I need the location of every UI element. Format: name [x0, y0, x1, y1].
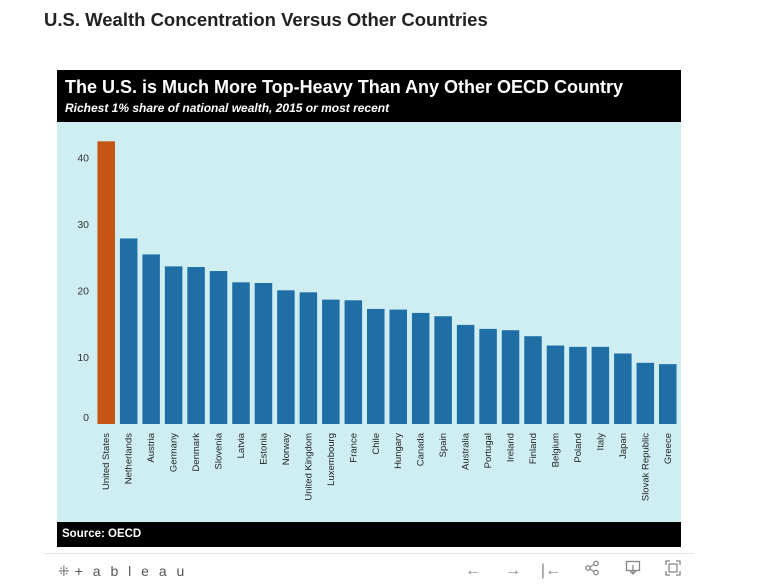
bar-austria[interactable] [142, 254, 160, 424]
bar-united-kingdom[interactable] [299, 292, 318, 424]
source-note: Source: OECD [62, 528, 142, 540]
x-tick-label: Spain [438, 433, 449, 457]
revert-icon[interactable]: |← [540, 562, 562, 579]
y-tick-label: 20 [77, 285, 89, 297]
x-tick-label: Poland [573, 433, 584, 463]
x-tick-label: Australia [461, 432, 472, 470]
x-tick-label: Greece [663, 433, 674, 464]
x-tick-label: Canada [416, 432, 427, 466]
page-heading: U.S. Wealth Concentration Versus Other C… [44, 9, 488, 30]
x-tick-label: Italy [595, 433, 606, 451]
bar-slovak-republic[interactable] [636, 362, 655, 424]
tableau-logo-icon[interactable]: ⁜ + a b l e a u [58, 563, 187, 580]
x-tick-label: Japan [618, 433, 629, 459]
x-tick-label: Portugal [483, 433, 494, 468]
bar-france[interactable] [344, 300, 363, 424]
bar-netherlands[interactable] [119, 238, 138, 424]
x-tick-label: Chile [371, 433, 382, 455]
x-tick-label: United States [101, 433, 112, 490]
bar-poland[interactable] [569, 346, 587, 424]
bar-luxembourg[interactable] [322, 299, 340, 424]
x-tick-label: Estonia [258, 432, 269, 464]
bar-estonia[interactable] [254, 283, 273, 424]
bar-australia[interactable] [456, 324, 475, 424]
x-tick-label: United Kingdom [303, 433, 314, 501]
fullscreen-icon[interactable] [662, 560, 684, 582]
bar-canada[interactable] [411, 312, 430, 424]
x-tick-label: Hungary [393, 433, 404, 469]
bar-chile[interactable] [367, 308, 385, 424]
x-tick-label: Austria [146, 432, 157, 462]
x-tick-label: Netherlands [124, 433, 135, 484]
x-tick-label: Denmark [191, 433, 202, 472]
undo-icon[interactable]: ← [465, 562, 481, 579]
tableau-viz[interactable]: The U.S. is Much More Top-Heavy Than Any… [57, 70, 681, 547]
share-icon[interactable] [581, 560, 603, 582]
redo-icon[interactable]: → [505, 562, 521, 579]
bar-greece[interactable] [659, 364, 677, 424]
chart-subtitle: Richest 1% share of national wealth, 201… [65, 101, 390, 115]
bar-italy[interactable] [591, 346, 610, 424]
tableau-logo-text: + a b l e a u [74, 563, 188, 579]
bar-belgium[interactable] [546, 345, 565, 424]
chart-title: The U.S. is Much More Top-Heavy Than Any… [65, 77, 624, 97]
bar-portugal[interactable] [479, 328, 497, 424]
bar-united-states[interactable] [97, 141, 115, 424]
y-tick-label: 40 [77, 152, 89, 164]
bar-ireland[interactable] [501, 330, 520, 424]
x-tick-label: Germany [169, 433, 180, 472]
x-tick-label: Slovak Republic [640, 433, 651, 501]
bar-chart: 0 10 20 30 40 United States Netherlands Austria… [77, 141, 677, 501]
viz-header: The U.S. is Much More Top-Heavy Than Any… [57, 70, 681, 122]
tableau-toolbar: ⁜ + a b l e a u ← → |← [44, 553, 694, 587]
x-tick-label: Luxembourg [326, 433, 337, 486]
bar-latvia[interactable] [232, 282, 250, 424]
bar-slovenia[interactable] [209, 271, 228, 424]
y-tick-label: 30 [77, 219, 89, 231]
x-tick-label: Norway [281, 433, 292, 465]
tableau-logo-mark: ⁜ [58, 563, 73, 579]
bar-finland[interactable] [524, 336, 542, 424]
x-tick-label: France [348, 433, 359, 463]
x-tick-label: Slovenia [214, 432, 225, 469]
bar-denmark[interactable] [187, 267, 205, 424]
bar-norway[interactable] [277, 290, 295, 424]
x-tick-label: Belgium [550, 433, 561, 467]
y-tick-label: 0 [83, 412, 89, 424]
x-tick-label: Finland [528, 433, 539, 464]
download-icon[interactable] [622, 560, 644, 582]
x-tick-label: Latvia [236, 432, 247, 458]
bar-hungary[interactable] [389, 309, 407, 424]
viz-footer: Source: OECD [57, 522, 681, 547]
bar-germany[interactable] [164, 266, 183, 424]
bar-japan[interactable] [614, 353, 632, 425]
y-tick-label: 10 [77, 352, 89, 364]
x-tick-label: Ireland [506, 433, 517, 462]
bar-spain[interactable] [434, 316, 452, 424]
